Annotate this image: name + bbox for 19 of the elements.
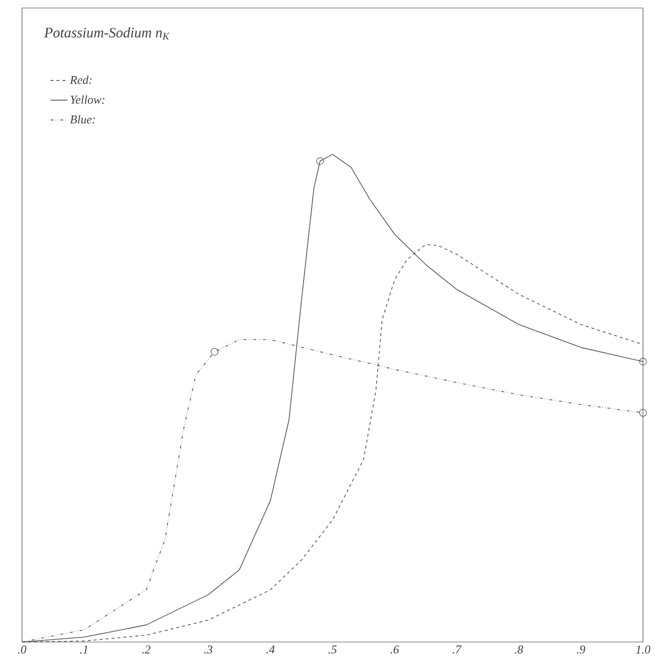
x-tick-label: 1.0	[636, 646, 650, 654]
x-tick-label: .9	[576, 646, 586, 654]
legend-label: Red:	[70, 76, 92, 84]
x-tick-label: .5	[328, 646, 337, 654]
point	[316, 157, 324, 165]
x-tick-label: .6	[390, 646, 400, 654]
point	[210, 348, 218, 356]
legend-label: Blue:	[70, 115, 95, 124]
x-tick-label: .0	[18, 646, 26, 654]
x-tick-label: .2	[142, 646, 150, 654]
point	[639, 358, 647, 366]
x-tick-label: .1	[80, 646, 88, 654]
chart-title: Potassium-Sodium n$_{K}$	[44, 27, 170, 40]
legend-label: Yellow:	[70, 95, 104, 104]
x-tick-label: .3	[204, 646, 212, 654]
point	[639, 408, 647, 417]
x-tick-label: .8	[514, 646, 524, 654]
x-tick-label: .4	[266, 646, 275, 654]
x-tick-label: .7	[452, 646, 462, 654]
